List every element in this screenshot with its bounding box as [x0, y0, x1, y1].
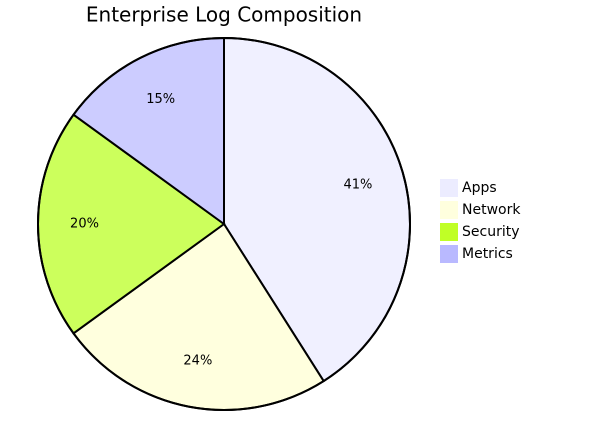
slice-label: 20%	[70, 217, 99, 232]
legend-label: Metrics	[462, 246, 513, 262]
pie-outline	[37, 37, 411, 411]
legend-swatch	[440, 245, 458, 263]
legend-label: Security	[462, 224, 520, 240]
legend-label: Network	[462, 202, 521, 218]
legend-swatch	[440, 223, 458, 241]
legend-swatch	[440, 179, 458, 197]
slice-label: 41%	[344, 178, 373, 193]
legend-swatch	[440, 201, 458, 219]
legend-label: Apps	[462, 180, 497, 196]
slice-label: 15%	[146, 92, 175, 107]
chart-title: Enterprise Log Composition	[86, 3, 362, 27]
slice-label: 24%	[183, 354, 212, 369]
